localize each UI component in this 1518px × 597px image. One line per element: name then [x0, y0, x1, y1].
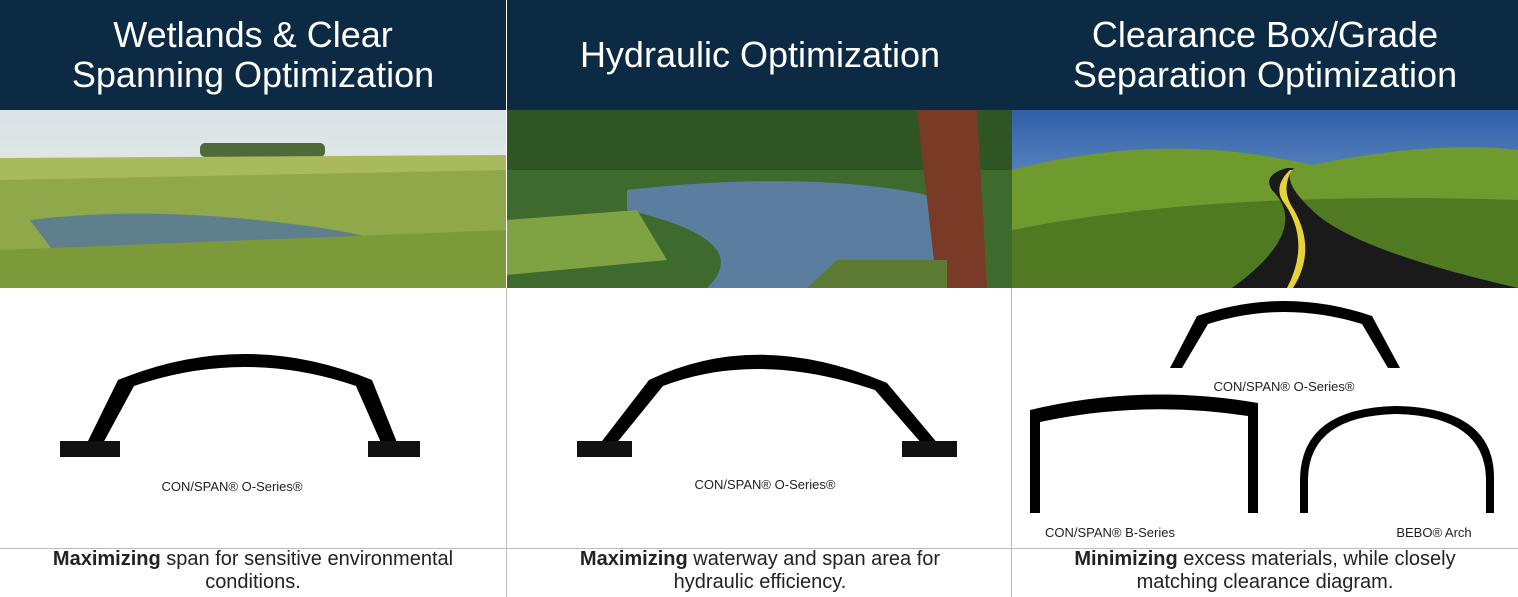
description: Minimizing excess materials, while close…: [1012, 548, 1518, 597]
description-text: excess materials, while closely matching…: [1137, 548, 1456, 593]
column-heading: Clearance Box/Grade Separation Optimizat…: [1012, 0, 1518, 110]
diagram-caption: CON/SPAN® B-Series: [1045, 525, 1175, 540]
description-bold: Minimizing: [1074, 548, 1177, 570]
description-text: waterway and span area for hydraulic eff…: [674, 548, 940, 593]
divider: [506, 288, 507, 597]
page: Wetlands & Clear Spanning Optimization C…: [0, 0, 1518, 597]
description: Maximizing waterway and span area for hy…: [507, 548, 1013, 597]
diagram: CON/SPAN® O-Series®: [507, 288, 1013, 548]
photo-river: [507, 110, 1013, 288]
column: Clearance Box/Grade Separation Optimizat…: [1012, 0, 1518, 597]
diagram-caption: CON/SPAN® O-Series®: [695, 477, 836, 492]
column: Hydraulic Optimization CON/SPAN® O-Serie…: [507, 0, 1013, 597]
photo-wetlands: [0, 110, 506, 288]
divider: [1011, 288, 1012, 597]
diagram-caption: BEBO® Arch: [1396, 525, 1471, 540]
description-text: span for sensitive environmental conditi…: [166, 548, 453, 593]
diagram-caption: CON/SPAN® O-Series®: [162, 479, 303, 494]
column-heading: Wetlands & Clear Spanning Optimization: [0, 0, 506, 110]
divider: [0, 548, 1518, 549]
diagram-caption: CON/SPAN® O-Series®: [1214, 379, 1355, 394]
diagram: CON/SPAN® O-Series®: [0, 288, 506, 548]
description: Maximizing span for sensitive environmen…: [0, 548, 506, 597]
column: Wetlands & Clear Spanning Optimization C…: [0, 0, 506, 597]
photo-road: [1012, 110, 1518, 288]
description-bold: Maximizing: [53, 548, 161, 570]
column-heading: Hydraulic Optimization: [507, 0, 1013, 110]
diagram: CON/SPAN® O-Series® CON/SPAN® B-Series B…: [1012, 288, 1518, 548]
description-bold: Maximizing: [580, 548, 688, 570]
